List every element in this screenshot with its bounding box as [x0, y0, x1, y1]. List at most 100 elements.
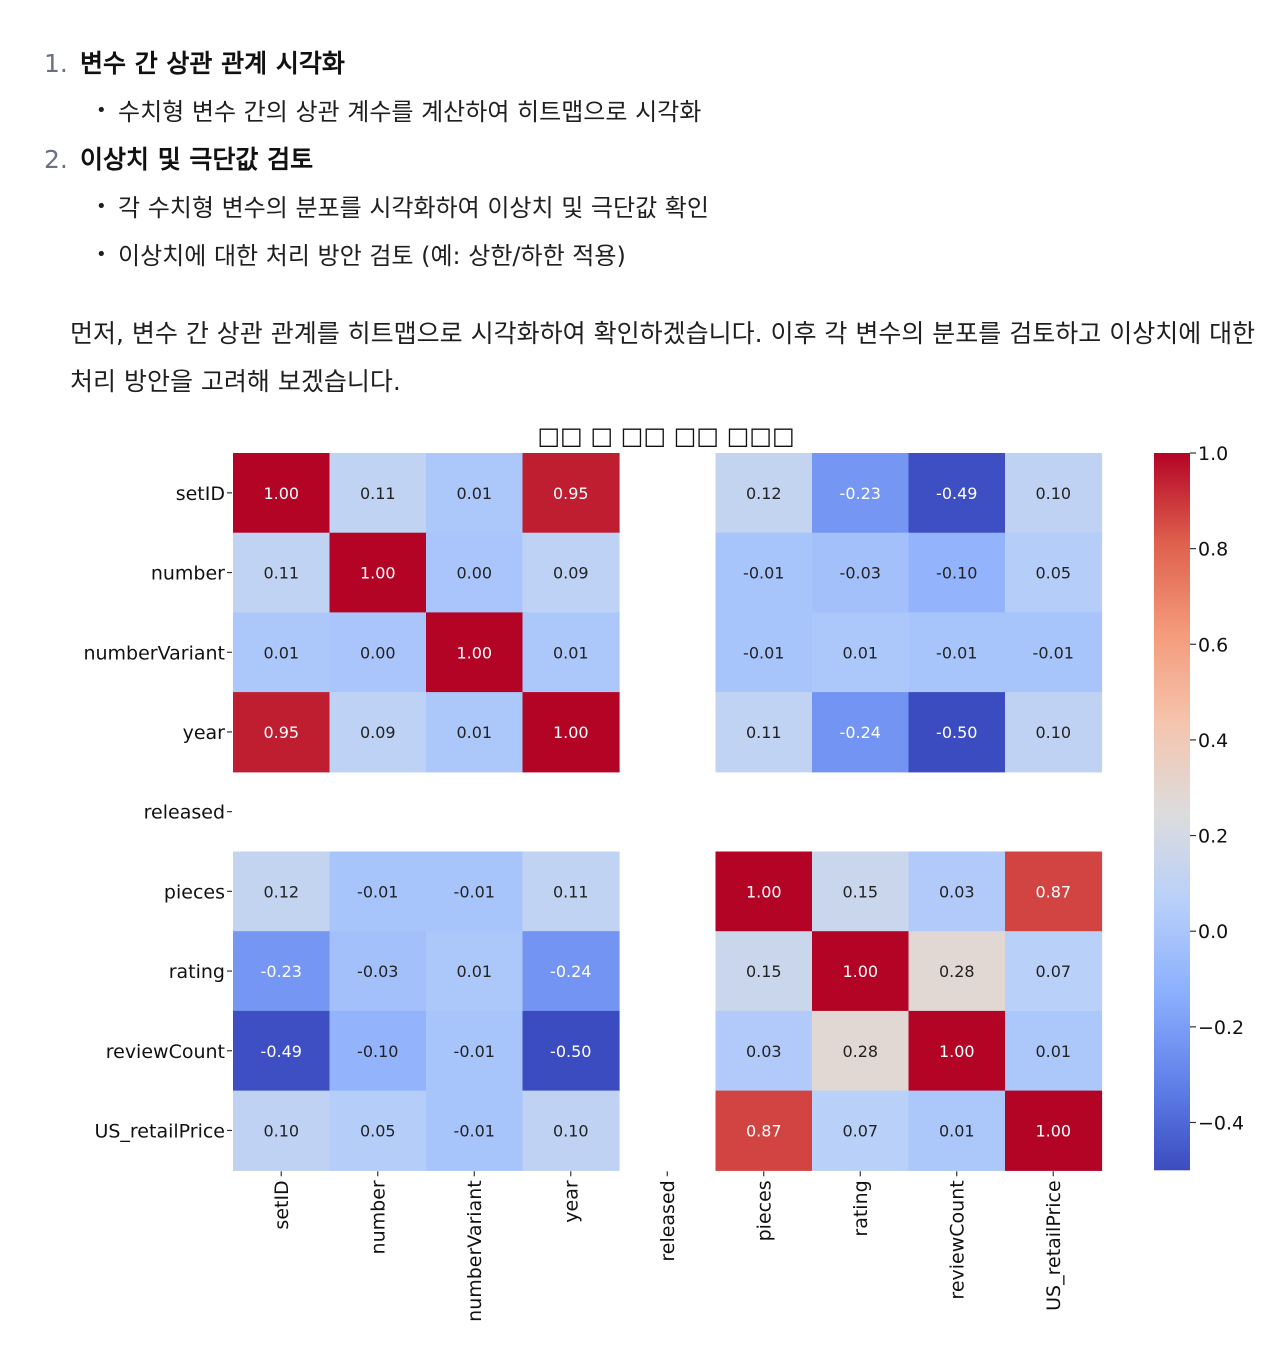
heatmap-cell [233, 692, 331, 773]
cell-value-label: 1.00 [263, 484, 299, 503]
x-tick-label: setID [271, 1180, 293, 1229]
heatmap-cell [233, 1010, 331, 1092]
step-1: 1. 변수 간 상관 관계 시각화 [44, 44, 345, 80]
cell-value-label: 0.28 [842, 1042, 878, 1061]
cell-value-label: -0.01 [357, 882, 398, 901]
bullet-icon: • [96, 196, 107, 217]
cell-value-label: 0.05 [1035, 564, 1071, 583]
heatmap-cell [812, 532, 910, 613]
y-tick-label: US_retailPrice [94, 1120, 225, 1142]
cell-value-label: 0.03 [939, 882, 975, 901]
cell-value-label: -0.03 [840, 564, 881, 583]
heatmap-cell [908, 1090, 1006, 1171]
cell-value-label: -0.10 [936, 564, 977, 583]
heatmap-cell [329, 1090, 427, 1171]
y-tick-label: number [151, 563, 225, 585]
x-tick-label: released [657, 1180, 679, 1261]
cell-value-label: -0.01 [1033, 643, 1074, 662]
cell-value-label: -0.01 [743, 643, 784, 662]
heatmap-cell [522, 532, 620, 613]
cell-value-label: 0.87 [746, 1121, 782, 1140]
heatmap-cell [233, 612, 331, 693]
heatmap-cell [715, 453, 813, 534]
heatmap-cell [812, 931, 910, 1012]
bullet-icon: • [96, 100, 107, 121]
intro-paragraph: 먼저, 변수 간 상관 관계를 히트맵으로 시각화하여 확인하겠습니다. 이후 … [70, 310, 1260, 406]
y-tick-label: rating [169, 961, 225, 983]
y-tick-label: released [144, 802, 225, 824]
heatmap-cell [426, 1010, 524, 1092]
colorbar-tick-label: −0.4 [1198, 1112, 1244, 1134]
cell-value-label: 0.28 [939, 962, 975, 981]
x-tick-label: rating [850, 1180, 872, 1236]
cell-value-label: 0.01 [456, 723, 492, 742]
cell-value-label: 0.01 [939, 1121, 975, 1140]
paragraph-line: 처리 방안을 고려해 보겠습니다. [70, 367, 401, 396]
cell-value-label: 0.09 [553, 564, 589, 583]
cell-value-label: -0.49 [261, 1042, 302, 1061]
bullet-text: 각 수치형 변수의 분포를 시각화하여 이상치 및 극단값 확인 [118, 194, 709, 222]
cell-value-label: -0.24 [840, 723, 881, 742]
cell-value-label: -0.23 [840, 484, 881, 503]
step-title: 변수 간 상관 관계 시각화 [80, 49, 345, 78]
cell-value-label: 0.01 [1035, 1042, 1071, 1061]
heatmap-cell [812, 453, 910, 534]
colorbar-tick-label: 0.2 [1198, 826, 1228, 848]
cell-value-label: 0.10 [263, 1121, 299, 1140]
heatmap-cell [1005, 692, 1103, 773]
cell-value-label: 0.15 [746, 962, 782, 981]
heatmap-cell [1005, 1010, 1103, 1092]
cell-value-label: 0.10 [1035, 484, 1071, 503]
cell-value-label: 0.09 [360, 723, 396, 742]
heatmap-cell [233, 453, 331, 534]
heatmap-cell [329, 692, 427, 773]
heatmap-cell [1005, 1090, 1103, 1171]
bullet-text: 이상치에 대한 처리 방안 검토 (예: 상한/하한 적용) [118, 242, 626, 270]
cell-value-label: -0.01 [743, 564, 784, 583]
cell-value-label: -0.01 [936, 643, 977, 662]
colorbar-tick-label: 0.4 [1198, 730, 1228, 752]
cell-value-label: 0.07 [1035, 962, 1071, 981]
cell-value-label: 0.05 [360, 1121, 396, 1140]
cell-value-label: 1.00 [1035, 1121, 1071, 1140]
y-tick-label: year [183, 722, 226, 744]
heatmap-cell [812, 612, 910, 693]
x-tick-label: year [561, 1180, 583, 1223]
cell-value-label: -0.24 [550, 962, 591, 981]
step-2: 2. 이상치 및 극단값 검토 [44, 140, 313, 176]
heatmap-cell [329, 851, 427, 932]
y-tick-label: numberVariant [83, 642, 225, 664]
cell-value-label: -0.03 [357, 962, 398, 981]
cell-value-label: -0.50 [936, 723, 977, 742]
heatmap-cell [233, 532, 331, 613]
cell-value-label: -0.49 [936, 484, 977, 503]
cell-value-label: 1.00 [553, 723, 589, 742]
heatmap-cell [715, 692, 813, 773]
heatmap-cell [1005, 851, 1103, 932]
bullet-icon: • [96, 244, 107, 265]
cell-value-label: -0.01 [454, 1042, 495, 1061]
cell-value-label: 1.00 [842, 962, 878, 981]
cell-value-label: 0.95 [263, 723, 299, 742]
heatmap-svg: □□ □ □□ □□ □□□ 1.00 0.11 0.01 0.95 0.12 -0.23 -… [83, 422, 1244, 1322]
heatmap-cell [329, 1010, 427, 1092]
cell-value-label: 1.00 [456, 643, 492, 662]
cell-value-label: 0.01 [263, 643, 299, 662]
colorbar-tick-label: 0.6 [1198, 634, 1228, 656]
heatmap-cell [522, 1010, 620, 1092]
cell-value-label: -0.10 [357, 1042, 398, 1061]
x-tick-label: numberVariant [464, 1180, 486, 1322]
y-tick-label: pieces [164, 881, 225, 903]
cell-value-label: 0.00 [456, 564, 492, 583]
colorbar-tick-label: 1.0 [1198, 443, 1228, 465]
cell-value-label: -0.01 [454, 882, 495, 901]
heatmap-cell [426, 692, 524, 773]
cell-value-label: 1.00 [746, 882, 782, 901]
y-tick-label: reviewCount [106, 1041, 225, 1063]
heatmap-cell [715, 1090, 813, 1171]
cell-value-label: 1.00 [939, 1042, 975, 1061]
colorbar-tick-label: 0.8 [1198, 539, 1228, 561]
cell-value-label: 0.10 [553, 1121, 589, 1140]
heatmap-cell [329, 612, 427, 693]
heatmap-cell [233, 931, 331, 1012]
